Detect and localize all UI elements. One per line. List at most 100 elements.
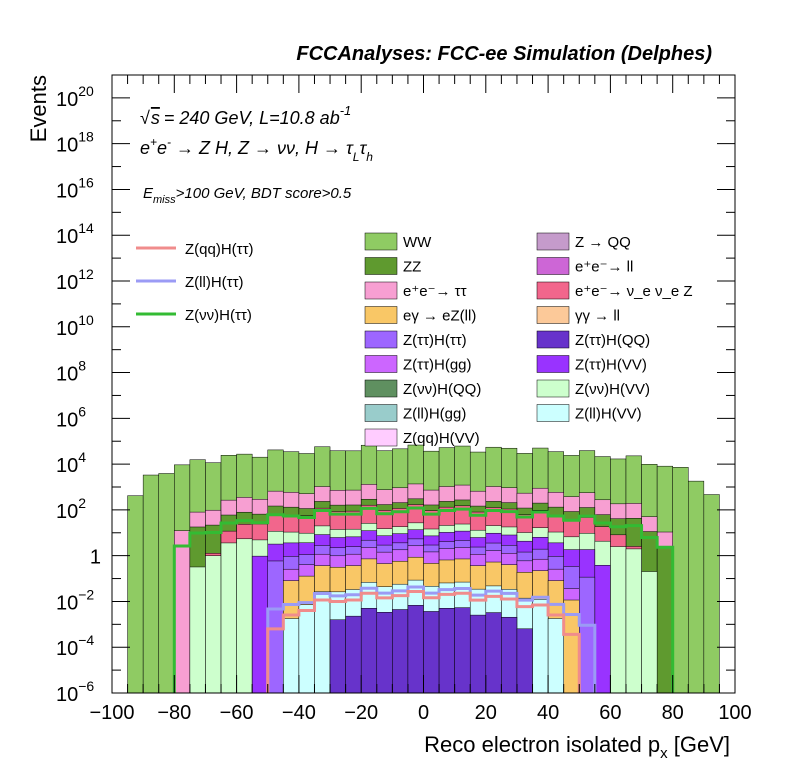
legend-swatch (364, 281, 398, 300)
legend-label: Z(ll)H(gg) (403, 406, 466, 423)
histogram-bar (656, 546, 673, 694)
legend-label: Z(qq)H(VV) (403, 430, 480, 447)
histogram-bar (251, 555, 269, 694)
legend-swatch (364, 232, 398, 251)
histogram-bar (174, 530, 191, 694)
legend-swatch (536, 355, 570, 373)
x-tick-label: 60 (599, 702, 621, 724)
cuts-annotation: Emiss>100 GeV, BDT score>0.5 (143, 185, 352, 206)
legend-label: WW (403, 234, 432, 251)
y-tick-label: 10−4 (56, 632, 94, 660)
energy-annotation: √s = 240 GeV, L=10.8 ab-1 (140, 103, 351, 128)
y-tick-label: 102 (56, 495, 86, 523)
legend-label: e⁺e⁻→ ll (575, 259, 633, 276)
legend-label: Z(νν)H(ττ) (185, 307, 252, 324)
signal-line (172, 506, 675, 693)
y-tick-label: 106 (56, 403, 86, 431)
legend-swatch (364, 257, 398, 275)
legend-swatch (536, 232, 570, 251)
y-tick-label: 1018 (56, 129, 94, 157)
histogram-bar (298, 604, 315, 694)
legend-label: Z(ll)H(VV) (575, 406, 642, 423)
x-tick-label: 80 (662, 702, 684, 724)
x-tick-label: −60 (220, 702, 254, 724)
legend-label: e⁺e⁻→ ν_e ν_e Z (575, 283, 693, 300)
legend-label: Z(νν)H(QQ) (403, 381, 481, 398)
y-tick-label: 104 (56, 449, 86, 477)
histogram-bar (672, 467, 689, 694)
histogram-bar (688, 480, 705, 694)
histogram-bar (189, 566, 206, 694)
y-axis-ticks: 10−6 10−4 10−2 1 102 104 106 108 1010 1012 1014 101… (56, 74, 735, 706)
histogram-bar (267, 560, 284, 694)
histogram-bar (392, 609, 409, 694)
signal-line (266, 585, 597, 693)
histogram-bar (469, 614, 487, 694)
legend-swatch (364, 428, 398, 447)
signal-histograms (172, 506, 675, 693)
x-tick-label: −20 (344, 702, 378, 724)
legend-label: Z → QQ (575, 234, 631, 251)
legend-label: eγ → eZ(ll) (403, 308, 476, 325)
histogram-bar (438, 608, 455, 694)
legend-swatch (536, 306, 570, 324)
legend-swatch (536, 379, 570, 398)
chart-title: FCCAnalyses: FCC-ee Simulation (Delphes) (296, 43, 712, 65)
histogram-bar (625, 548, 642, 694)
histogram-bar (454, 607, 471, 694)
histogram-bar (547, 618, 564, 694)
signal-line (266, 590, 581, 693)
histogram-bar (407, 605, 424, 694)
histogram-bar (220, 542, 237, 694)
legend-label: e⁺e⁻→ ττ (403, 283, 467, 300)
x-tick-label: 0 (418, 702, 429, 724)
histogram-bar (329, 619, 346, 694)
histogram-bar (236, 538, 253, 694)
x-tick-label: 20 (475, 702, 497, 724)
histogram-bar (594, 565, 611, 694)
annotations: √s = 240 GeV, L=10.8 ab-1 e+e- → Z H, Z →… (140, 103, 373, 206)
legend-label: Z(νν)H(VV) (575, 381, 650, 398)
legend-swatch (364, 379, 398, 398)
histogram-bar (345, 615, 362, 694)
legend-label: Z(ll)H(ττ) (185, 274, 244, 291)
legend-swatch (364, 330, 398, 349)
y-tick-label: 1020 (56, 83, 94, 111)
x-tick-label: −100 (89, 702, 134, 724)
stack-layer (329, 605, 533, 694)
histogram-bar (376, 612, 393, 694)
histogram-bar (283, 618, 300, 694)
legend-label: Z(ττ)H(gg) (403, 357, 472, 374)
histogram-bar (579, 576, 596, 694)
histogram-bar (314, 591, 331, 694)
y-tick-label: 1010 (56, 312, 94, 340)
stacked-histograms (127, 444, 720, 694)
legend-swatch (536, 281, 570, 300)
y-tick-label: 1 (90, 547, 101, 569)
histogram-bar (641, 571, 658, 694)
process-annotation: e+e- → Z H, Z → νν, H → τLτh (140, 135, 373, 164)
x-tick-label: 40 (537, 702, 559, 724)
histogram-bar (423, 611, 440, 694)
x-axis-label: Reco electron isolated px [GeV] (424, 732, 730, 762)
legend-label: Z(qq)H(ττ) (185, 241, 254, 258)
x-axis-ticks: −100 −80 −60 −40 −20 0 20 40 60 80 100 (89, 75, 752, 724)
histogram-bar (532, 599, 549, 694)
histogram-bar (703, 494, 720, 694)
y-axis-label: Events (26, 75, 51, 142)
plot-area: −100 −80 −60 −40 −20 0 20 40 60 80 100 10−610−410−… (56, 74, 752, 724)
y-tick-label: 1014 (56, 220, 94, 248)
legend-swatch (536, 330, 570, 349)
y-tick-label: 108 (56, 358, 86, 386)
x-tick-label: −40 (282, 702, 316, 724)
histogram-bar (127, 495, 144, 694)
histogram-bar (142, 474, 159, 694)
x-tick-label: 100 (718, 702, 751, 724)
legend-label: γγ → ll (575, 308, 620, 325)
x-tick-label: −80 (157, 702, 191, 724)
legend-label: Z(ττ)H(VV) (575, 357, 647, 374)
legend-swatch (536, 257, 570, 275)
legend-label: ZZ (403, 259, 421, 276)
histogram-bar (610, 546, 627, 694)
